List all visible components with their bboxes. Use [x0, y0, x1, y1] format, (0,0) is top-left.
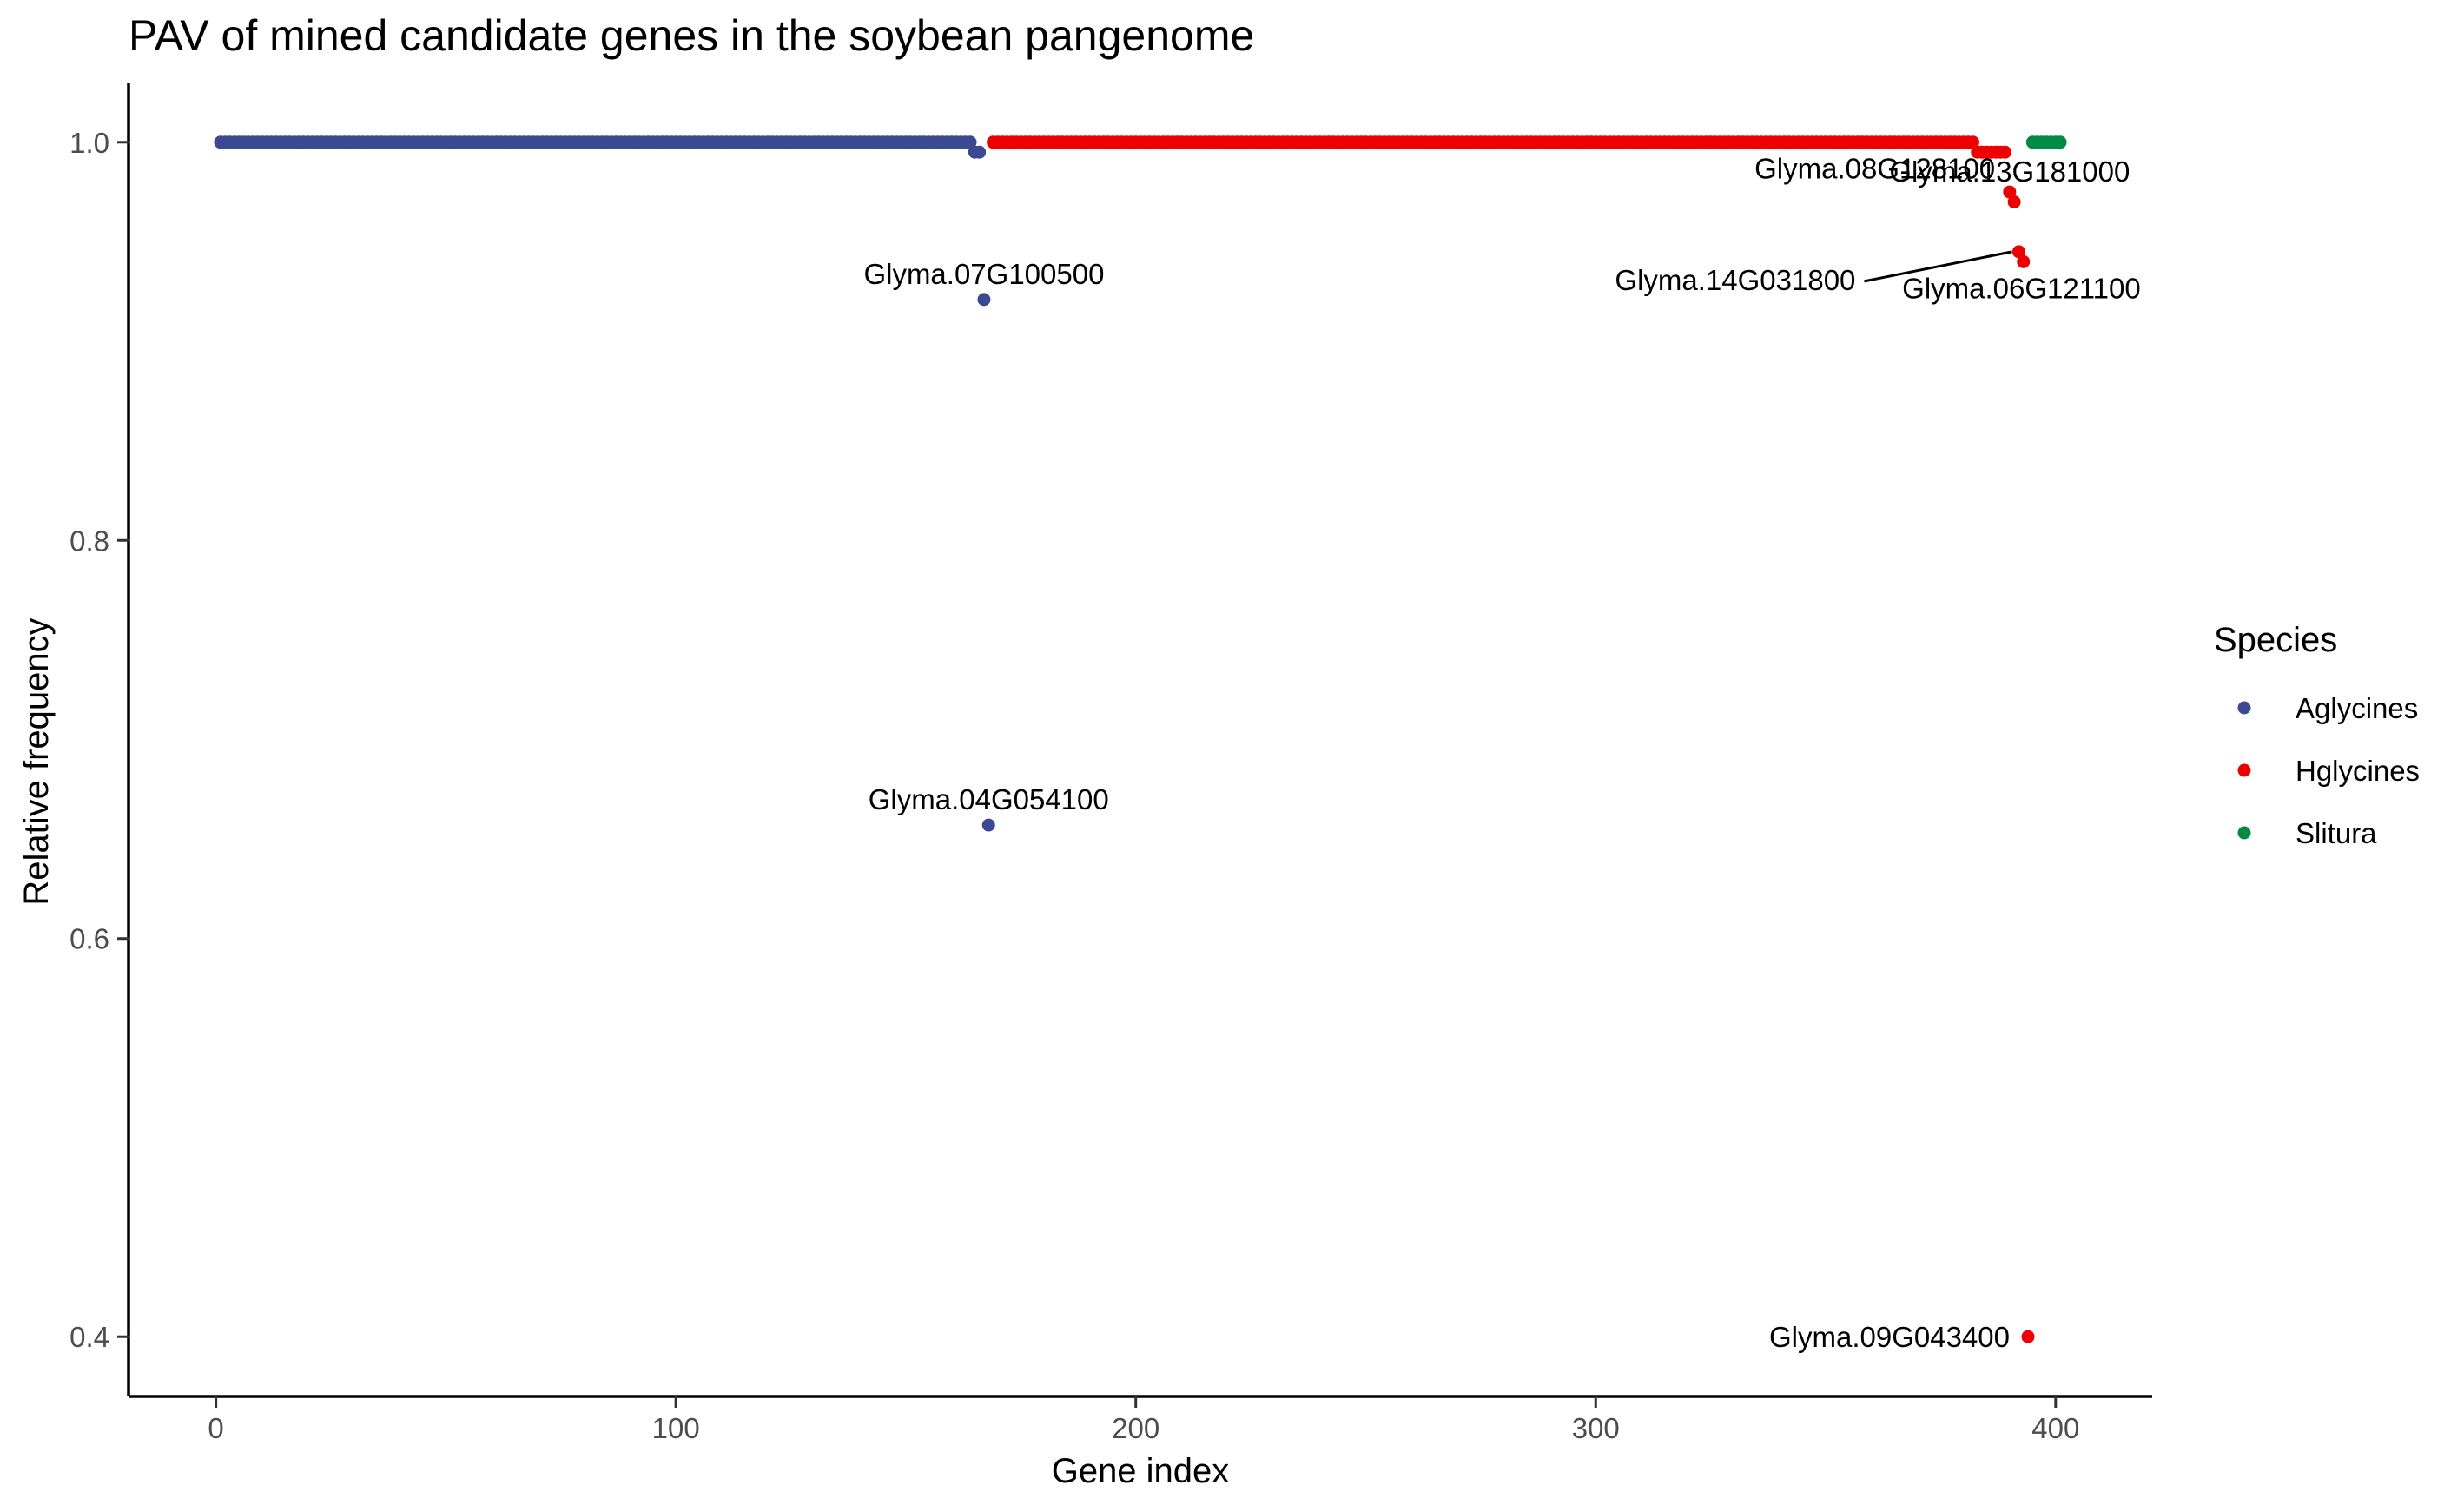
y-axis-title: Relative frequency: [17, 617, 56, 905]
chart-title: PAV of mined candidate genes in the soyb…: [129, 11, 1254, 60]
y-axis-ticks: 0.4 0.6 0.8 1.0: [69, 127, 129, 1353]
data-point: [2017, 254, 2031, 268]
legend-label: Aglycines: [2296, 692, 2418, 724]
data-point: [2007, 195, 2021, 209]
y-tick-label: 0.6: [69, 923, 109, 955]
x-tick-label: 200: [1112, 1412, 1159, 1444]
data-points-layer: [214, 135, 2067, 1343]
x-axis-ticks: 0 100 200 300 400: [208, 1396, 2079, 1444]
point-annotation: Glyma.06G121100: [1902, 272, 2141, 304]
x-tick-label: 0: [208, 1412, 223, 1444]
y-tick-label: 1.0: [69, 127, 109, 159]
series-hglycines: [987, 135, 2035, 1343]
point-annotation: Glyma.04G054100: [869, 783, 1109, 815]
point-annotations-layer: Glyma.07G100500 Glyma.04G054100 Glyma.13G1…: [863, 153, 2140, 1354]
legend-swatch: [2237, 763, 2251, 777]
x-axis-title: Gene index: [1052, 1452, 1230, 1490]
legend-label: Slitura: [2296, 817, 2377, 849]
data-point: [2021, 1330, 2035, 1343]
point-annotation: Glyma.09G043400: [1769, 1321, 2010, 1353]
data-point: [2053, 135, 2067, 149]
data-point: [2011, 245, 2025, 259]
x-tick-label: 300: [1572, 1412, 1620, 1444]
data-point: [963, 135, 977, 149]
legend-swatch: [2237, 826, 2251, 840]
data-point: [977, 293, 991, 307]
legend-entry-hglycines: Hglycines: [2237, 755, 2420, 787]
data-point: [981, 818, 995, 832]
point-annotation: Glyma.07G100500: [863, 258, 1104, 290]
legend-entries: Aglycines Hglycines Slitura: [2237, 692, 2420, 849]
legend-entry-slitura: Slitura: [2237, 817, 2377, 849]
data-point: [973, 145, 987, 159]
point-annotation: Glyma.13G181000: [1889, 155, 2130, 188]
legend: Species Aglycines Hglycines Slitura: [2214, 621, 2420, 849]
series-slitura: [2025, 135, 2067, 149]
legend-entry-aglycines: Aglycines: [2237, 692, 2418, 724]
point-annotation: Glyma.14G031800: [1615, 264, 1855, 296]
series-aglycines: [214, 135, 995, 832]
y-tick-label: 0.8: [69, 525, 109, 557]
y-tick-label: 0.4: [69, 1321, 109, 1353]
legend-title: Species: [2214, 621, 2337, 659]
data-point: [1965, 135, 1979, 149]
data-point: [2003, 185, 2017, 199]
x-tick-label: 400: [2031, 1412, 2079, 1444]
point-annotation: Glyma.08G128100: [1754, 153, 1995, 185]
x-tick-label: 100: [652, 1412, 700, 1444]
legend-swatch: [2237, 701, 2251, 715]
legend-label: Hglycines: [2296, 755, 2420, 787]
data-point: [1998, 145, 2012, 159]
annotation-leader-line: [1864, 250, 2012, 283]
